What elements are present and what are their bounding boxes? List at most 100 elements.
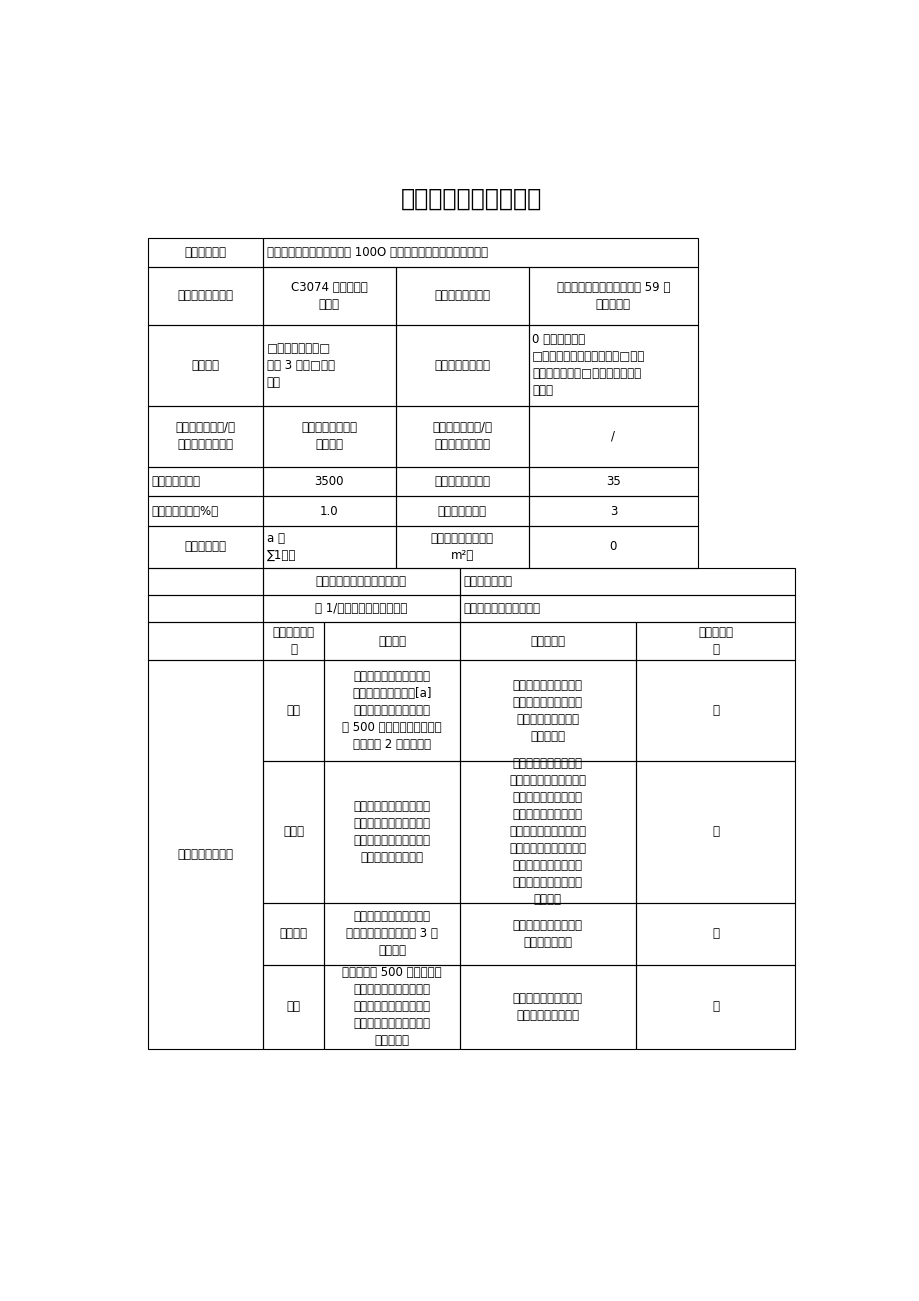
Text: 环保投资占比（%）: 环保投资占比（%） [152,505,219,518]
Text: 总投资（万元）: 总投资（万元） [152,475,200,488]
Bar [147,526,263,569]
Text: 项目审批（核准/备
案）文号（选填）: 项目审批（核准/备 案）文号（选填） [432,422,492,451]
Text: 35: 35 [606,475,620,488]
Text: 本项目危险物质储存量
未超过临界量。: 本项目危险物质储存量 未超过临界量。 [512,919,582,948]
Bar [263,238,698,267]
Bar [528,467,698,497]
Text: 3500: 3500 [314,475,344,488]
Bar [395,467,528,497]
Text: 环境风险: 环境风险 [279,928,307,941]
Bar [147,661,263,1050]
Text: 排放废气含有有毒有害污
染物、二噁英、苯并[a]
花、氟化物、氯气且厂界
外 500 米范围内有环境空气
保护目标 2 的建设项目: 排放废气含有有毒有害污 染物、二噁英、苯并[a] 花、氟化物、氯气且厂界 外 5… [342,670,441,751]
Bar [528,497,698,526]
Bar [263,497,395,526]
Bar [528,267,698,325]
Text: 国民经济行业类别: 国民经济行业类别 [177,289,233,302]
Bar [635,903,795,964]
Text: 淄博坤阳陶瓷有限公司年产 100O 万件陶瓷杯、陶瓷手模技改项目: 淄博坤阳陶瓷有限公司年产 100O 万件陶瓷杯、陶瓷手模技改项目 [267,246,487,259]
Bar [528,526,698,569]
Text: 设置原则: 设置原则 [378,635,405,648]
Text: 有毒有害和易燃易爆危险
物质存储量超过临界量 3 的
建设项目: 有毒有害和易燃易爆危险 物质存储量超过临界量 3 的 建设项目 [346,911,437,958]
Text: 是原则表对照情况一览表: 是原则表对照情况一览表 [463,602,540,615]
Text: 专项评价设置情况: 专项评价设置情况 [177,848,233,861]
Bar [263,595,460,622]
Text: 建设项目名称: 建设项目名称 [184,246,226,259]
Text: 表 1/本项目与专项评价设国: 表 1/本项目与专项评价设国 [315,602,407,615]
Bar [460,661,635,761]
Text: 否: 否 [711,704,719,717]
Bar [147,497,263,526]
Text: 项目审批（核准/备
案）部门（选填）: 项目审批（核准/备 案）部门（选填） [175,422,235,451]
Text: 是否开工建设: 是否开工建设 [184,540,226,553]
Bar [635,964,795,1050]
Bar [263,661,323,761]
Text: 否: 否 [711,825,719,838]
Text: 0: 0 [609,540,617,553]
Bar [460,964,635,1050]
Bar [147,238,263,267]
Bar [147,267,263,325]
Bar [460,569,795,595]
Bar [460,903,635,964]
Bar [147,325,263,406]
Text: 新增工业废水直排建设项
目（槽罐车外送污水处理
厂的除外）；新增废水直
排的污水集中处理厂: 新增工业废水直排建设项 目（槽罐车外送污水处理 厂的除外）；新增废水直 排的污水… [353,800,430,864]
Text: 本项目无需设置专项评价。确: 本项目无需设置专项评价。确 [315,575,406,588]
Text: a 否
∑1是：: a 否 ∑1是： [267,532,296,562]
Text: 用地（用海）面积（
m²）: 用地（用海）面积（ m²） [430,532,494,562]
Text: 淄博经济开发区经
济发展局: 淄博经济开发区经 济发展局 [301,422,357,451]
Bar [323,661,460,761]
Text: 建设项目行业类别: 建设项目行业类别 [434,289,490,302]
Bar [263,267,395,325]
Bar [395,526,528,569]
Text: 一、建设项目基本情况: 一、建设项目基本情况 [401,187,541,211]
Bar [395,406,528,467]
Text: 否: 否 [711,928,719,941]
Bar [323,964,460,1050]
Bar [460,595,795,622]
Text: 二十七、非金属矿物制品业 59 陶
瓷制品制造: 二十七、非金属矿物制品业 59 陶 瓷制品制造 [556,281,669,311]
Bar [323,903,460,964]
Text: 生态: 生态 [286,1000,301,1013]
Bar [528,325,698,406]
Text: 取水口下游 500 米范围内有
重要水生生物的自然产卵
场、索饵场、越冬场和洄
游通道的新增河道取水的
污染类建设: 取水口下游 500 米范围内有 重要水生生物的自然产卵 场、索饵场、越冬场和洄 … [342,967,441,1047]
Bar [263,526,395,569]
Bar [395,497,528,526]
Text: 本项目不属于河道取水
的污染类建设项目。: 本项目不属于河道取水 的污染类建设项目。 [512,991,582,1023]
Bar [323,761,460,903]
Bar [263,964,323,1050]
Bar [263,467,395,497]
Bar [460,622,635,661]
Bar [395,267,528,325]
Bar [323,622,460,661]
Text: 环保投资（万元）: 环保投资（万元） [434,475,490,488]
Text: 大气: 大气 [286,704,301,717]
Bar [147,467,263,497]
Text: 定依据见下表：: 定依据见下表： [463,575,512,588]
Bar [147,595,263,622]
Text: 专项评价的类
别: 专项评价的类 别 [272,626,314,656]
Bar [395,325,528,406]
Text: 否: 否 [711,1000,719,1013]
Text: 0 首次申报项目
□不予批准后再次申报项目□超五
年重新审核项目□重大变动重新报
批项目: 0 首次申报项目 □不予批准后再次申报项目□超五 年重新审核项目□重大变动重新报… [532,333,645,397]
Bar [147,622,263,661]
Bar [147,569,263,595]
Text: 本项目废水主要为生活
污水及生产废水。生活污
水经化粪池预处理后经
市政污水管网排入光大
水务（淄博）有限公司水
质净化一分厂深度处理；
生产废水进入沉淀池沉
: 本项目废水主要为生活 污水及生产废水。生活污 水经化粪池预处理后经 市政污水管网… [509,757,585,907]
Text: 建设性质: 建设性质 [191,359,219,372]
Text: 本项目排放中废气不涉
及有毒有害污染物、二
噁英、苯并花、氟化
物、氯气。: 本项目排放中废气不涉 及有毒有害污染物、二 噁英、苯并花、氟化 物、氯气。 [512,679,582,743]
Bar [263,569,460,595]
Bar [263,903,323,964]
Text: 1.0: 1.0 [320,505,338,518]
Text: 是否设置专
项: 是否设置专 项 [698,626,732,656]
Text: 3: 3 [609,505,617,518]
Bar [460,761,635,903]
Text: □新建（迁建）□
改建 3 扩建□技术
改造: □新建（迁建）□ 改建 3 扩建□技术 改造 [267,342,335,389]
Text: 施工工期（月）: 施工工期（月） [437,505,486,518]
Bar [147,406,263,467]
Text: 本项目情况: 本项目情况 [529,635,564,648]
Bar [635,761,795,903]
Text: 建设项目申报情形: 建设项目申报情形 [434,359,490,372]
Text: 地表水: 地表水 [283,825,303,838]
Bar [263,761,323,903]
Text: /: / [611,429,615,442]
Bar [263,622,323,661]
